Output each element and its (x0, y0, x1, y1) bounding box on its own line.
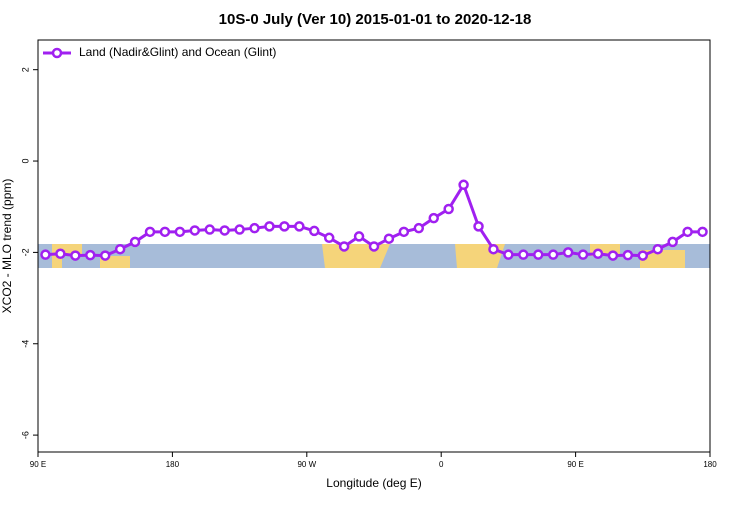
point (279, 221, 290, 232)
point (249, 222, 260, 234)
point (577, 249, 589, 260)
y-tick-label: -4 (20, 340, 30, 348)
point (562, 247, 574, 258)
land (52, 244, 130, 268)
x-axis-label: Longitude (deg E) (326, 476, 421, 490)
point (85, 249, 96, 261)
point (353, 231, 365, 242)
point (264, 221, 275, 232)
point (458, 179, 469, 191)
x-tick-label: 90 E (567, 460, 583, 469)
point (219, 225, 230, 236)
point (652, 243, 663, 255)
y-tick-label: -2 (20, 248, 30, 256)
x-tick-label: 180 (166, 460, 180, 469)
plot-frame (37, 39, 711, 453)
point (383, 233, 395, 244)
point (607, 250, 619, 261)
legend-label: Land (Nadir&Glint) and Ocean (Glint) (79, 45, 276, 59)
point (234, 224, 245, 235)
point (338, 241, 350, 252)
y-tick-label: 0 (20, 159, 30, 164)
x-tick-label: 0 (439, 460, 444, 469)
x-tick-label: 90 E (30, 460, 46, 469)
point (144, 226, 156, 238)
point (533, 249, 544, 260)
chart-title: 10S-0 July (Ver 10) 2015-01-01 to 2020-1… (219, 11, 532, 28)
point (667, 236, 678, 248)
point (413, 222, 425, 234)
point (99, 250, 111, 261)
point (159, 226, 171, 238)
point (697, 226, 708, 238)
y-axis-label: XCO2 - MLO trend (ppm) (0, 179, 14, 314)
point (398, 226, 410, 238)
point (637, 250, 649, 261)
point (70, 250, 81, 261)
point (518, 249, 529, 260)
y-tick-label: -6 (20, 431, 30, 439)
point (294, 221, 305, 232)
point (547, 249, 559, 260)
point (189, 225, 201, 236)
point (114, 243, 126, 255)
point (592, 248, 604, 260)
point (309, 225, 320, 237)
point (503, 249, 514, 260)
point (323, 232, 335, 244)
point (443, 203, 454, 215)
point (55, 248, 66, 260)
x-tick-label: 180 (703, 460, 717, 469)
land (322, 244, 390, 268)
point (368, 241, 380, 252)
legend-marker (51, 47, 63, 59)
point (428, 212, 439, 224)
point (488, 243, 499, 255)
point (473, 221, 484, 232)
point (174, 226, 186, 238)
point (129, 236, 141, 248)
y-tick-label: 2 (20, 67, 30, 72)
point (204, 224, 215, 235)
point (682, 226, 693, 238)
x-tick-label: 90 W (297, 460, 316, 469)
point (622, 249, 634, 261)
point (40, 249, 51, 260)
